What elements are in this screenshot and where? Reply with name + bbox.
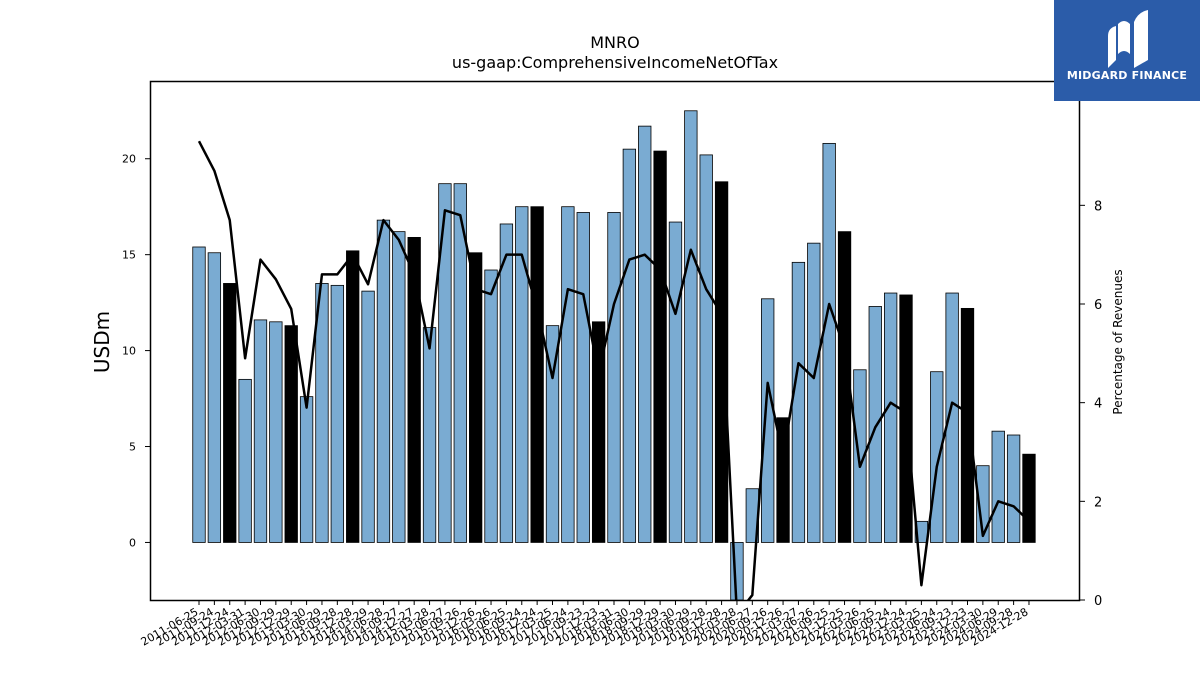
y-axis-label: USDm	[90, 311, 114, 373]
bar	[991, 430, 1005, 543]
line-series	[197, 140, 1030, 600]
bar	[376, 219, 391, 543]
plot-frame	[149, 80, 1081, 602]
bar	[791, 261, 806, 543]
bar	[422, 327, 437, 543]
y-tick-label: 5	[129, 441, 136, 454]
bar	[469, 252, 483, 543]
bar	[622, 148, 637, 543]
y2-tick-label: 8	[1094, 199, 1102, 214]
brand-logo: MIDGARD FINANCE	[1054, 0, 1200, 101]
bar	[714, 181, 729, 543]
y2-tick-label: 2	[1094, 495, 1102, 510]
bar	[499, 223, 514, 543]
chart-title: MNRO	[590, 33, 639, 52]
bar	[438, 183, 452, 543]
bar	[192, 246, 206, 543]
bar	[638, 125, 652, 543]
y2-axis-label: Percentage of Revenues	[1111, 269, 1125, 414]
y-axis-left: 0 5 10 15 20	[122, 153, 150, 549]
y2-tick-label: 4	[1094, 397, 1102, 412]
bar	[853, 369, 867, 543]
bar	[346, 250, 360, 543]
bar	[868, 306, 882, 543]
bar	[668, 221, 683, 543]
bar	[453, 183, 467, 543]
bar	[807, 242, 821, 543]
bar	[269, 321, 283, 543]
bar	[607, 212, 621, 543]
y2-tick-label: 6	[1094, 298, 1102, 313]
bar	[223, 283, 237, 543]
y2-tick-label: 0	[1094, 594, 1102, 609]
bar	[530, 206, 544, 543]
bar	[822, 142, 836, 543]
bar	[207, 252, 222, 543]
bar	[238, 378, 252, 543]
bar	[884, 292, 898, 543]
chart-subtitle: us-gaap:ComprehensiveIncomeNetOfTax	[452, 53, 778, 72]
bar	[392, 231, 406, 543]
bar	[330, 284, 344, 543]
bar	[545, 325, 560, 543]
y-tick-label: 20	[122, 153, 136, 166]
bar	[1006, 434, 1021, 543]
bar	[1022, 453, 1036, 543]
line-path	[197, 140, 1030, 600]
y-tick-label: 10	[122, 345, 136, 358]
bar	[684, 110, 698, 543]
bar	[484, 269, 498, 543]
bar	[515, 206, 529, 543]
bar	[699, 154, 713, 543]
bar	[576, 212, 590, 543]
logo-text: MIDGARD FINANCE	[1066, 69, 1188, 82]
bar	[299, 396, 314, 543]
logo-mark-icon	[1108, 10, 1148, 68]
x-axis: 2011-06-252011-09-242011-12-242012-03-31…	[139, 600, 1030, 649]
y-tick-label: 0	[129, 536, 136, 549]
bar	[284, 325, 298, 543]
bar-series	[192, 110, 1036, 601]
bar	[253, 319, 268, 543]
bar	[976, 465, 990, 543]
bar	[653, 150, 667, 543]
bar	[761, 298, 775, 543]
bar	[945, 292, 959, 543]
bar	[776, 417, 790, 543]
bar	[407, 236, 421, 543]
bar	[361, 290, 375, 543]
bar	[930, 371, 944, 543]
bar	[960, 307, 975, 543]
y-axis-right: 0 2 4 6 8	[1080, 199, 1102, 609]
bar	[561, 206, 575, 543]
y-tick-label: 15	[122, 249, 136, 262]
bar	[591, 321, 606, 543]
